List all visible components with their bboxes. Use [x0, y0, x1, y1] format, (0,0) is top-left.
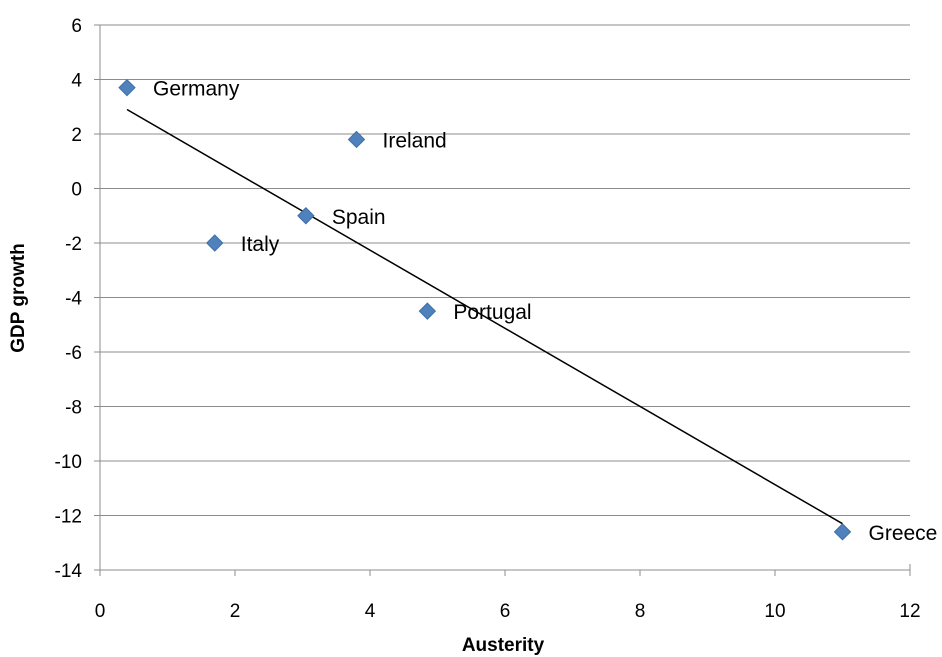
- y-tick-label: -14: [55, 561, 83, 582]
- y-tick-label: -6: [65, 343, 82, 364]
- x-tick-label: 12: [899, 601, 920, 622]
- x-axis-title: Austerity: [462, 635, 545, 656]
- point-label-germany: Germany: [153, 78, 240, 101]
- y-tick-label: -2: [65, 234, 82, 255]
- data-point-ireland: [347, 130, 366, 149]
- point-label-spain: Spain: [332, 206, 386, 229]
- y-tick-label: 6: [71, 16, 82, 37]
- x-tick-label: 0: [95, 601, 106, 622]
- trendline-layer: [126, 108, 843, 525]
- data-point-portugal: [418, 302, 437, 320]
- x-tick-label: 8: [635, 601, 646, 622]
- x-tick-labels: 0 2 4 6 8 10 12: [95, 601, 921, 622]
- y-tick-label: 4: [71, 71, 82, 92]
- point-label-ireland: Ireland: [383, 129, 447, 152]
- gridlines: [94, 24, 910, 571]
- point-label-portugal: Portugal: [453, 301, 531, 324]
- x-tick-label: 10: [764, 601, 785, 622]
- y-axis-title: GDP growth: [8, 243, 29, 352]
- y-tick-label: 0: [71, 180, 82, 201]
- axes: [99, 25, 911, 576]
- y-tick-label: -12: [55, 507, 82, 528]
- point-label-greece: Greece: [869, 522, 938, 545]
- y-tick-label: 2: [71, 125, 82, 146]
- y-tick-label: -4: [65, 289, 82, 310]
- y-tick-label: -8: [65, 398, 82, 419]
- point-label-italy: Italy: [241, 233, 280, 256]
- trendline: [126, 108, 843, 525]
- x-tick-label: 4: [365, 601, 376, 622]
- y-tick-labels: 6 4 2 0 -2 -4 -6 -8 -10 -12 -14: [55, 16, 83, 582]
- x-tick-label: 6: [500, 601, 511, 622]
- point-labels: Germany Ireland Spain Italy Portugal Greece: [153, 78, 937, 545]
- data-point-greece: [833, 523, 852, 541]
- data-point-germany: [118, 78, 136, 97]
- data-point-spain: [297, 207, 315, 225]
- data-points: [118, 78, 852, 541]
- x-tick-label: 2: [230, 601, 241, 622]
- y-tick-label: -10: [55, 452, 82, 473]
- data-point-italy: [206, 234, 224, 252]
